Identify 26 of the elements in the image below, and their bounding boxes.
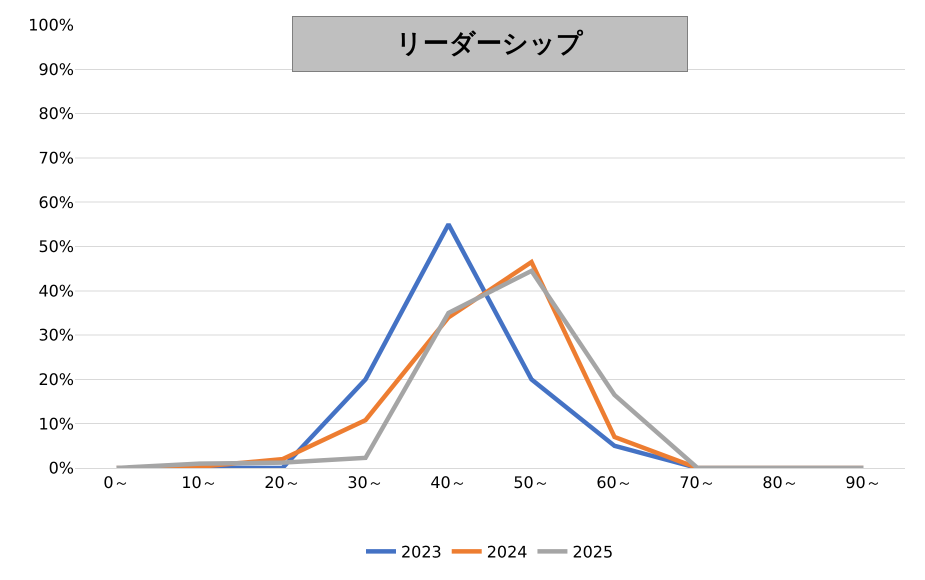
y-tick-label: 80% <box>38 104 74 124</box>
x-tick-label: 20～ <box>264 473 301 492</box>
x-tick-label: 30～ <box>347 473 384 492</box>
y-tick-label: 10% <box>38 414 74 434</box>
y-tick-label: 70% <box>38 148 74 168</box>
legend-label: 2025 <box>572 542 614 562</box>
y-tick-label: 50% <box>38 237 74 256</box>
x-tick-label: 0～ <box>103 473 130 492</box>
y-tick-label: 40% <box>38 281 74 300</box>
x-tick-label: 70～ <box>679 473 716 492</box>
y-tick-label: 30% <box>38 326 74 345</box>
y-tick-label: 0% <box>48 458 74 478</box>
x-tick-label: 50～ <box>513 473 550 492</box>
y-tick-label: 100% <box>28 16 74 35</box>
x-tick-label: 80～ <box>762 473 799 492</box>
x-tick-label: 10～ <box>181 473 218 492</box>
y-tick-label: 90% <box>38 60 74 79</box>
y-tick-label: 60% <box>38 192 74 212</box>
legend-label: 2023 <box>401 542 442 562</box>
x-tick-label: 40～ <box>430 473 467 492</box>
y-tick-label: 20% <box>38 370 74 389</box>
chart-title: リーダーシップ <box>396 29 584 59</box>
x-tick-label: 60～ <box>596 473 633 492</box>
legend-label: 2024 <box>486 542 528 562</box>
title-box: リーダーシップ <box>292 16 688 72</box>
x-tick-label: 90～ <box>845 473 882 492</box>
